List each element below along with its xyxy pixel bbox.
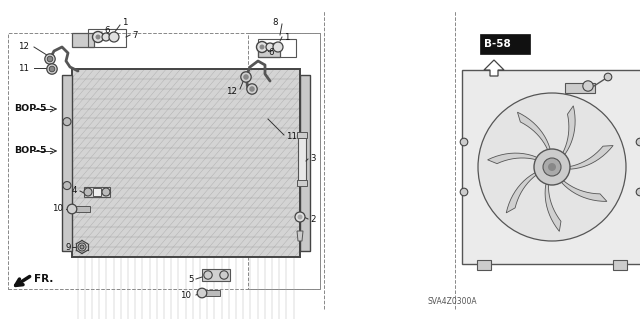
Circle shape xyxy=(298,214,303,219)
Text: 12: 12 xyxy=(226,86,237,95)
Bar xyxy=(297,132,307,138)
Text: BOP-5: BOP-5 xyxy=(14,146,47,155)
Circle shape xyxy=(243,74,249,80)
Text: 7: 7 xyxy=(132,31,138,40)
Circle shape xyxy=(63,182,71,189)
Bar xyxy=(8,33,320,289)
Circle shape xyxy=(67,204,77,214)
Text: 11: 11 xyxy=(286,132,297,142)
Polygon shape xyxy=(488,153,540,164)
Text: 5: 5 xyxy=(188,275,193,284)
Text: 2: 2 xyxy=(310,214,316,224)
Circle shape xyxy=(109,32,119,42)
Text: 1: 1 xyxy=(122,19,127,27)
Circle shape xyxy=(45,54,55,64)
Bar xyxy=(477,260,491,270)
Text: 11: 11 xyxy=(18,64,29,73)
Circle shape xyxy=(460,188,468,196)
Text: 9: 9 xyxy=(65,242,70,251)
Circle shape xyxy=(220,271,228,279)
Circle shape xyxy=(247,84,257,94)
Circle shape xyxy=(84,188,92,196)
Circle shape xyxy=(295,212,305,222)
Circle shape xyxy=(204,271,212,279)
Text: 10: 10 xyxy=(52,204,63,213)
Circle shape xyxy=(95,34,100,40)
Bar xyxy=(297,180,307,186)
Bar xyxy=(76,206,90,212)
Circle shape xyxy=(583,81,593,91)
Circle shape xyxy=(259,44,264,49)
Bar xyxy=(202,269,230,281)
Circle shape xyxy=(604,73,612,81)
Circle shape xyxy=(543,158,561,176)
Bar xyxy=(613,260,627,270)
Bar xyxy=(258,43,280,57)
Circle shape xyxy=(49,66,55,72)
Polygon shape xyxy=(545,181,561,231)
Circle shape xyxy=(249,86,255,92)
Circle shape xyxy=(460,138,468,146)
Circle shape xyxy=(266,43,274,51)
Text: FR.: FR. xyxy=(34,274,53,284)
Circle shape xyxy=(102,188,110,196)
Bar xyxy=(72,69,300,257)
Circle shape xyxy=(93,32,104,42)
Bar xyxy=(62,75,72,251)
Polygon shape xyxy=(297,231,303,241)
Circle shape xyxy=(197,288,207,298)
Bar xyxy=(298,134,306,184)
Circle shape xyxy=(78,243,86,251)
Text: SVA4Z0300A: SVA4Z0300A xyxy=(428,296,477,306)
Text: 1: 1 xyxy=(284,33,289,41)
Text: 10: 10 xyxy=(180,291,191,300)
Polygon shape xyxy=(518,112,550,153)
Circle shape xyxy=(102,33,110,41)
Bar xyxy=(565,83,595,93)
Bar xyxy=(480,34,530,54)
Circle shape xyxy=(47,64,57,74)
Circle shape xyxy=(80,245,84,249)
Circle shape xyxy=(273,42,283,52)
Polygon shape xyxy=(506,173,540,213)
Circle shape xyxy=(241,72,251,82)
Bar xyxy=(206,290,220,296)
Circle shape xyxy=(548,163,556,171)
Polygon shape xyxy=(484,60,504,76)
Bar xyxy=(84,187,110,197)
Bar xyxy=(88,29,126,47)
Text: 12: 12 xyxy=(18,42,29,51)
Bar xyxy=(72,33,94,47)
Polygon shape xyxy=(561,106,575,156)
Text: BOP-5: BOP-5 xyxy=(14,105,47,114)
Circle shape xyxy=(478,93,626,241)
Circle shape xyxy=(257,41,268,53)
Bar xyxy=(248,33,320,289)
Text: 4: 4 xyxy=(72,187,77,196)
Circle shape xyxy=(47,56,53,62)
Bar xyxy=(462,70,640,264)
Circle shape xyxy=(636,138,640,146)
Polygon shape xyxy=(566,145,613,169)
Circle shape xyxy=(636,188,640,196)
Text: B-58: B-58 xyxy=(484,39,511,49)
Bar xyxy=(93,188,101,196)
Bar xyxy=(300,75,310,251)
Text: 3: 3 xyxy=(310,154,316,164)
Text: 6: 6 xyxy=(104,26,109,35)
Circle shape xyxy=(534,149,570,185)
Bar xyxy=(72,69,300,257)
Bar xyxy=(258,39,296,57)
Circle shape xyxy=(63,118,71,126)
Text: 6: 6 xyxy=(268,48,273,57)
Text: 8: 8 xyxy=(272,19,278,27)
Polygon shape xyxy=(561,178,607,201)
